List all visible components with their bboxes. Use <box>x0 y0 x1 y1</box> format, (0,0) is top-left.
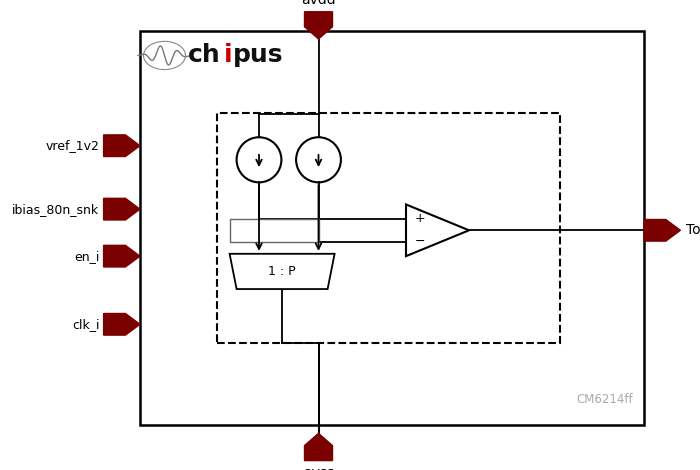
Text: avdd: avdd <box>301 0 336 7</box>
Text: ch: ch <box>188 43 220 68</box>
Polygon shape <box>104 135 140 157</box>
Polygon shape <box>104 198 140 220</box>
Bar <box>217 113 560 343</box>
Text: Tout: Tout <box>686 223 700 237</box>
Text: +: + <box>414 212 425 226</box>
Text: ibias_80n_snk: ibias_80n_snk <box>13 203 99 216</box>
Polygon shape <box>104 245 140 267</box>
Polygon shape <box>304 433 332 461</box>
Text: clk_i: clk_i <box>72 318 99 331</box>
Polygon shape <box>230 254 335 289</box>
Polygon shape <box>304 12 332 39</box>
Polygon shape <box>644 219 680 241</box>
Polygon shape <box>104 313 140 335</box>
Polygon shape <box>406 204 469 256</box>
Text: en_i: en_i <box>74 250 99 263</box>
Text: 1 : P: 1 : P <box>268 265 296 278</box>
Bar <box>230 219 318 242</box>
Text: i: i <box>224 43 232 68</box>
Text: vref_1v2: vref_1v2 <box>46 139 99 152</box>
Text: avss: avss <box>303 466 334 470</box>
Bar <box>140 31 644 425</box>
Text: CM6214ff: CM6214ff <box>577 393 634 406</box>
Text: −: − <box>414 235 425 248</box>
Text: pus: pus <box>233 43 284 68</box>
